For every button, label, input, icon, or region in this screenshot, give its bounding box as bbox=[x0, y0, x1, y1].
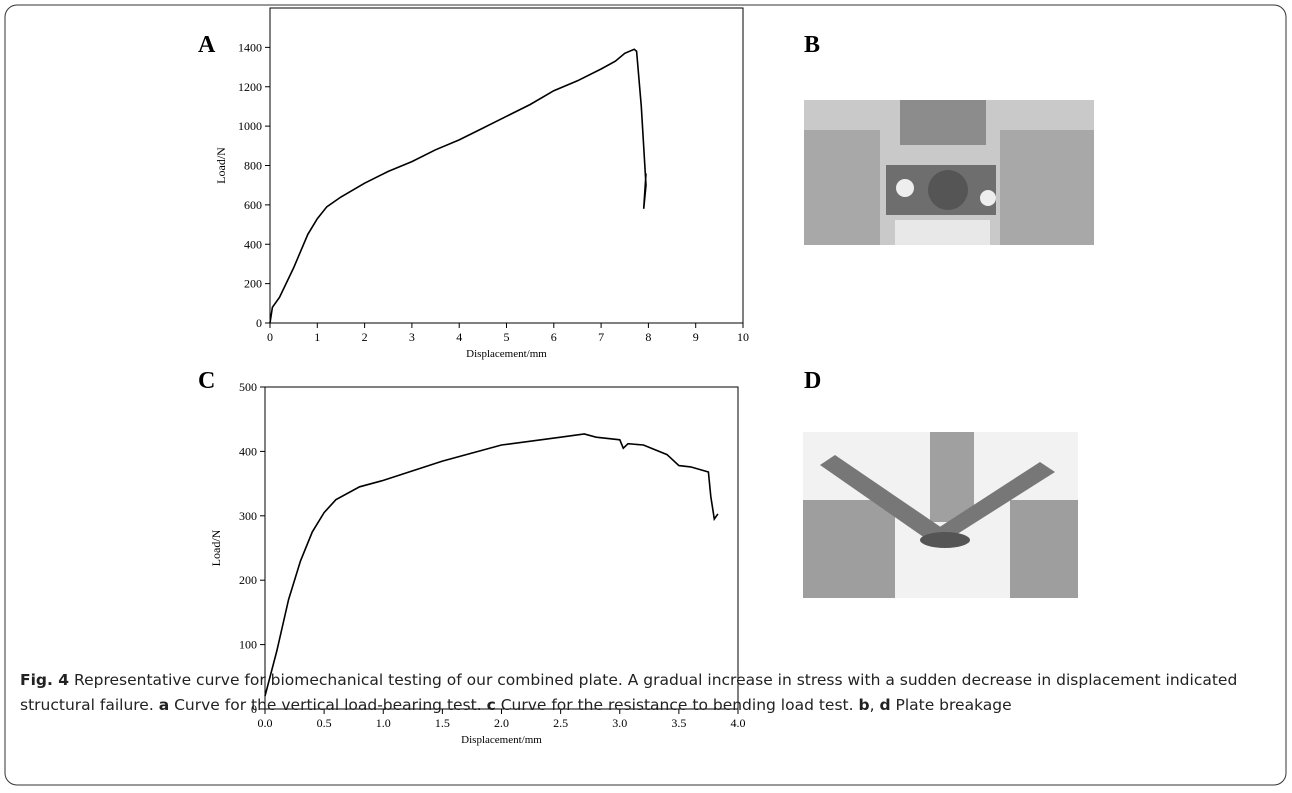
panel-label: C bbox=[198, 368, 215, 394]
x-tick-label: 7 bbox=[598, 330, 604, 344]
x-tick-label: 2.5 bbox=[553, 716, 568, 730]
x-tick-label: 5 bbox=[504, 330, 510, 344]
x-tick-label: 10 bbox=[737, 330, 749, 344]
x-tick-label: 4 bbox=[456, 330, 462, 344]
plot-frame bbox=[269, 7, 744, 324]
x-tick-label: 8 bbox=[645, 330, 651, 344]
caption-label: c bbox=[486, 696, 496, 714]
y-tick-label: 400 bbox=[239, 444, 257, 458]
y-tick-label: 1200 bbox=[238, 80, 262, 94]
caption-label: Fig. 4 bbox=[20, 671, 70, 689]
x-tick-label: 4.0 bbox=[731, 716, 746, 730]
panel-label: B bbox=[804, 32, 820, 58]
x-tick-label: 2.0 bbox=[494, 716, 509, 730]
figure-border bbox=[4, 4, 1287, 786]
y-tick-label: 200 bbox=[239, 573, 257, 587]
y-axis-label: Load/N bbox=[209, 529, 223, 566]
caption-text: , bbox=[869, 696, 880, 714]
caption-label: a bbox=[158, 696, 170, 714]
x-tick-label: 3 bbox=[409, 330, 415, 344]
x-tick-label: 1.0 bbox=[376, 716, 391, 730]
x-tick-label: 1.5 bbox=[435, 716, 450, 730]
x-tick-label: 9 bbox=[693, 330, 699, 344]
caption-label: d bbox=[879, 696, 891, 714]
x-axis-label: Displacement/mm bbox=[466, 348, 547, 360]
x-tick-label: 6 bbox=[551, 330, 557, 344]
y-tick-label: 300 bbox=[239, 509, 257, 523]
x-axis-label: Displacement/mm bbox=[461, 734, 542, 746]
x-tick-label: 1 bbox=[314, 330, 320, 344]
y-tick-label: 100 bbox=[239, 638, 257, 652]
y-axis-label: Load/N bbox=[214, 147, 228, 184]
caption-text: Representative curve for biomechanical t… bbox=[20, 671, 1243, 714]
photo-b bbox=[804, 100, 1094, 245]
plot-frame bbox=[264, 386, 739, 710]
data-line bbox=[269, 48, 647, 324]
y-tick-label: 500 bbox=[239, 380, 257, 394]
y-tick-label: 800 bbox=[244, 159, 262, 173]
caption-text: Curve for the resistance to bending load… bbox=[495, 696, 859, 714]
y-tick-label: 400 bbox=[244, 237, 262, 251]
x-tick-label: 0 bbox=[267, 330, 273, 344]
y-tick-label: 0 bbox=[256, 316, 262, 330]
x-tick-label: 3.0 bbox=[612, 716, 627, 730]
photo-d bbox=[803, 432, 1078, 598]
x-tick-label: 2 bbox=[362, 330, 368, 344]
x-tick-label: 0.0 bbox=[258, 716, 273, 730]
y-tick-label: 600 bbox=[244, 198, 262, 212]
panel-label: D bbox=[804, 368, 821, 394]
caption-label: b bbox=[858, 696, 870, 714]
x-tick-label: 0.5 bbox=[317, 716, 332, 730]
caption-text: Plate breakage bbox=[890, 696, 1012, 714]
caption: Fig. 4 Representative curve for biomecha… bbox=[20, 668, 1270, 718]
x-tick-label: 3.5 bbox=[671, 716, 686, 730]
y-tick-label: 1400 bbox=[238, 40, 262, 54]
y-tick-label: 200 bbox=[244, 277, 262, 291]
data-line bbox=[264, 433, 719, 697]
caption-text: Curve for the vertical load-bearing test… bbox=[169, 696, 487, 714]
y-tick-label: 1000 bbox=[238, 119, 262, 133]
panel-label: A bbox=[198, 32, 216, 58]
y-tick-label: 0 bbox=[251, 702, 257, 716]
